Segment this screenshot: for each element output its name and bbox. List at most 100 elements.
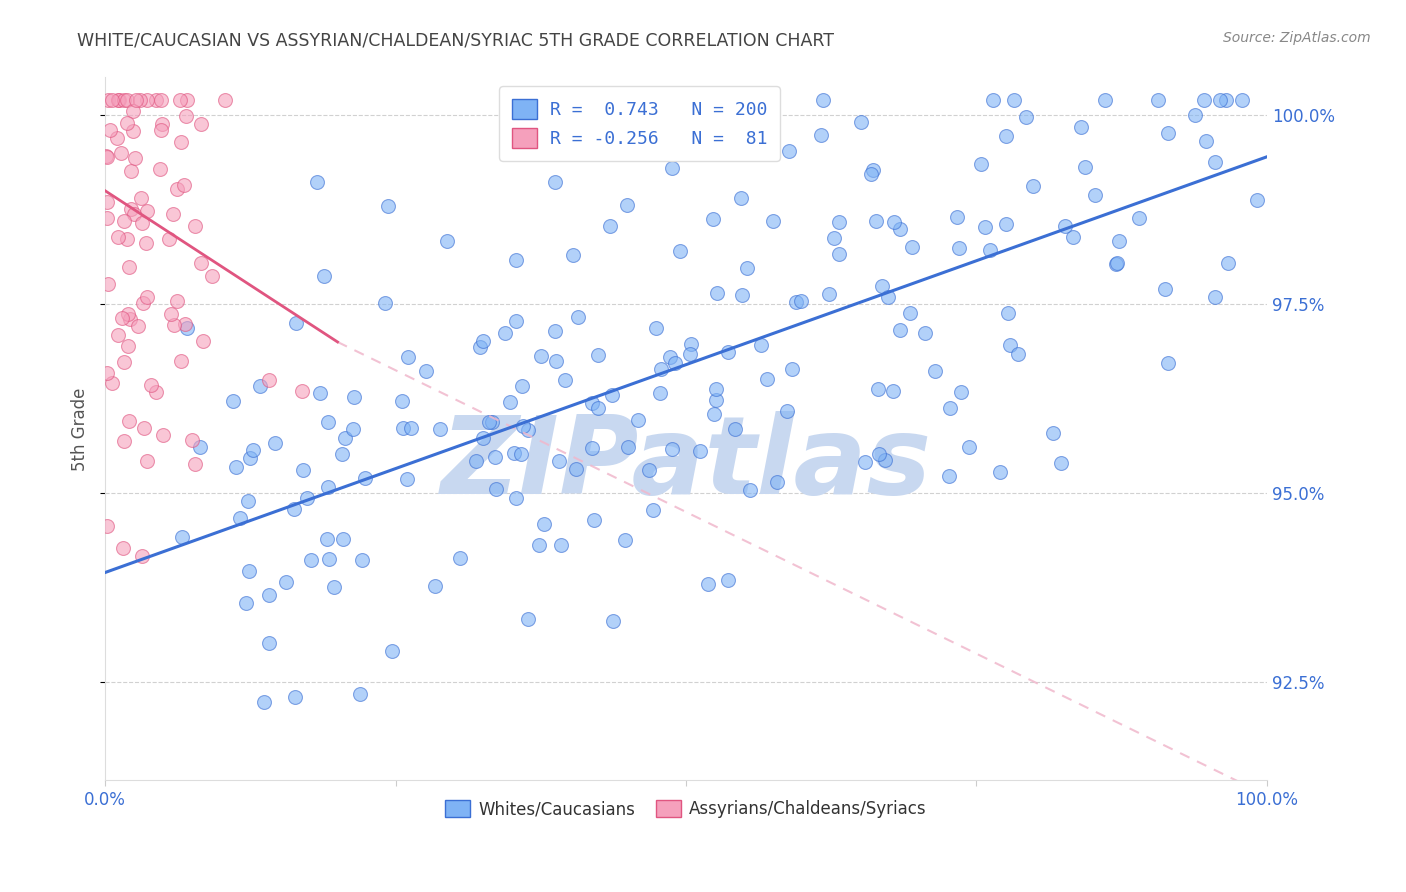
Point	[614, 533, 637, 548]
Point	[562, 248, 585, 262]
Point	[115, 93, 138, 107]
Point	[465, 453, 488, 467]
Point	[1184, 108, 1206, 122]
Point	[1157, 126, 1180, 140]
Point	[190, 117, 212, 131]
Text: WHITE/CAUCASIAN VS ASSYRIAN/CHALDEAN/SYRIAC 5TH GRADE CORRELATION CHART: WHITE/CAUCASIAN VS ASSYRIAN/CHALDEAN/SYR…	[77, 31, 834, 49]
Point	[1074, 161, 1097, 175]
Point	[865, 214, 887, 228]
Point	[862, 162, 884, 177]
Point	[756, 371, 779, 385]
Point	[124, 93, 146, 107]
Point	[778, 144, 800, 158]
Point	[96, 519, 118, 533]
Point	[586, 348, 609, 362]
Point	[510, 447, 533, 461]
Point	[318, 552, 340, 566]
Point	[641, 502, 664, 516]
Point	[391, 421, 413, 435]
Point	[669, 244, 692, 259]
Point	[239, 450, 262, 465]
Point	[472, 334, 495, 348]
Point	[616, 198, 638, 212]
Point	[145, 385, 167, 400]
Point	[1128, 211, 1150, 225]
Point	[160, 307, 183, 321]
Point	[1194, 93, 1216, 107]
Point	[658, 351, 681, 365]
Point	[527, 539, 550, 553]
Point	[136, 453, 159, 467]
Point	[790, 293, 813, 308]
Point	[105, 131, 128, 145]
Point	[152, 427, 174, 442]
Point	[332, 447, 354, 461]
Point	[118, 414, 141, 428]
Point	[661, 442, 683, 456]
Point	[299, 552, 322, 566]
Point	[124, 151, 146, 165]
Point	[235, 596, 257, 610]
Legend: Whites/Caucasians, Assyrians/Chaldeans/Syriacs: Whites/Caucasians, Assyrians/Chaldeans/S…	[439, 793, 934, 825]
Point	[1108, 235, 1130, 249]
Point	[505, 252, 527, 267]
Point	[97, 277, 120, 292]
Point	[188, 440, 211, 454]
Point	[1105, 256, 1128, 270]
Point	[544, 324, 567, 338]
Point	[120, 163, 142, 178]
Point	[129, 93, 152, 107]
Point	[176, 321, 198, 335]
Point	[1146, 93, 1168, 107]
Point	[316, 415, 339, 429]
Point	[530, 350, 553, 364]
Point	[112, 93, 135, 107]
Point	[222, 394, 245, 409]
Point	[157, 232, 180, 246]
Point	[849, 114, 872, 128]
Point	[470, 340, 492, 354]
Point	[131, 216, 153, 230]
Point	[889, 323, 911, 337]
Point	[332, 532, 354, 546]
Point	[950, 385, 973, 400]
Point	[484, 450, 506, 464]
Point	[510, 379, 533, 393]
Point	[436, 235, 458, 249]
Point	[1053, 219, 1076, 234]
Point	[868, 447, 890, 461]
Point	[174, 317, 197, 331]
Point	[679, 336, 702, 351]
Point	[995, 218, 1018, 232]
Point	[494, 326, 516, 340]
Point	[391, 393, 413, 408]
Point	[166, 294, 188, 309]
Point	[120, 202, 142, 216]
Point	[129, 191, 152, 205]
Point	[135, 93, 157, 107]
Point	[703, 407, 725, 421]
Point	[939, 401, 962, 415]
Point	[689, 444, 711, 458]
Point	[395, 472, 418, 486]
Point	[1015, 110, 1038, 124]
Point	[981, 93, 1004, 107]
Point	[374, 296, 396, 310]
Point	[229, 511, 252, 525]
Point	[810, 128, 832, 142]
Point	[132, 421, 155, 435]
Point	[305, 175, 328, 189]
Point	[1230, 93, 1253, 107]
Point	[1050, 456, 1073, 470]
Point	[948, 242, 970, 256]
Point	[315, 532, 337, 546]
Point	[292, 463, 315, 477]
Point	[122, 103, 145, 118]
Point	[107, 93, 129, 107]
Point	[259, 588, 281, 602]
Point	[214, 93, 236, 107]
Point	[648, 386, 671, 401]
Point	[627, 413, 650, 427]
Point	[738, 483, 761, 497]
Point	[481, 415, 503, 429]
